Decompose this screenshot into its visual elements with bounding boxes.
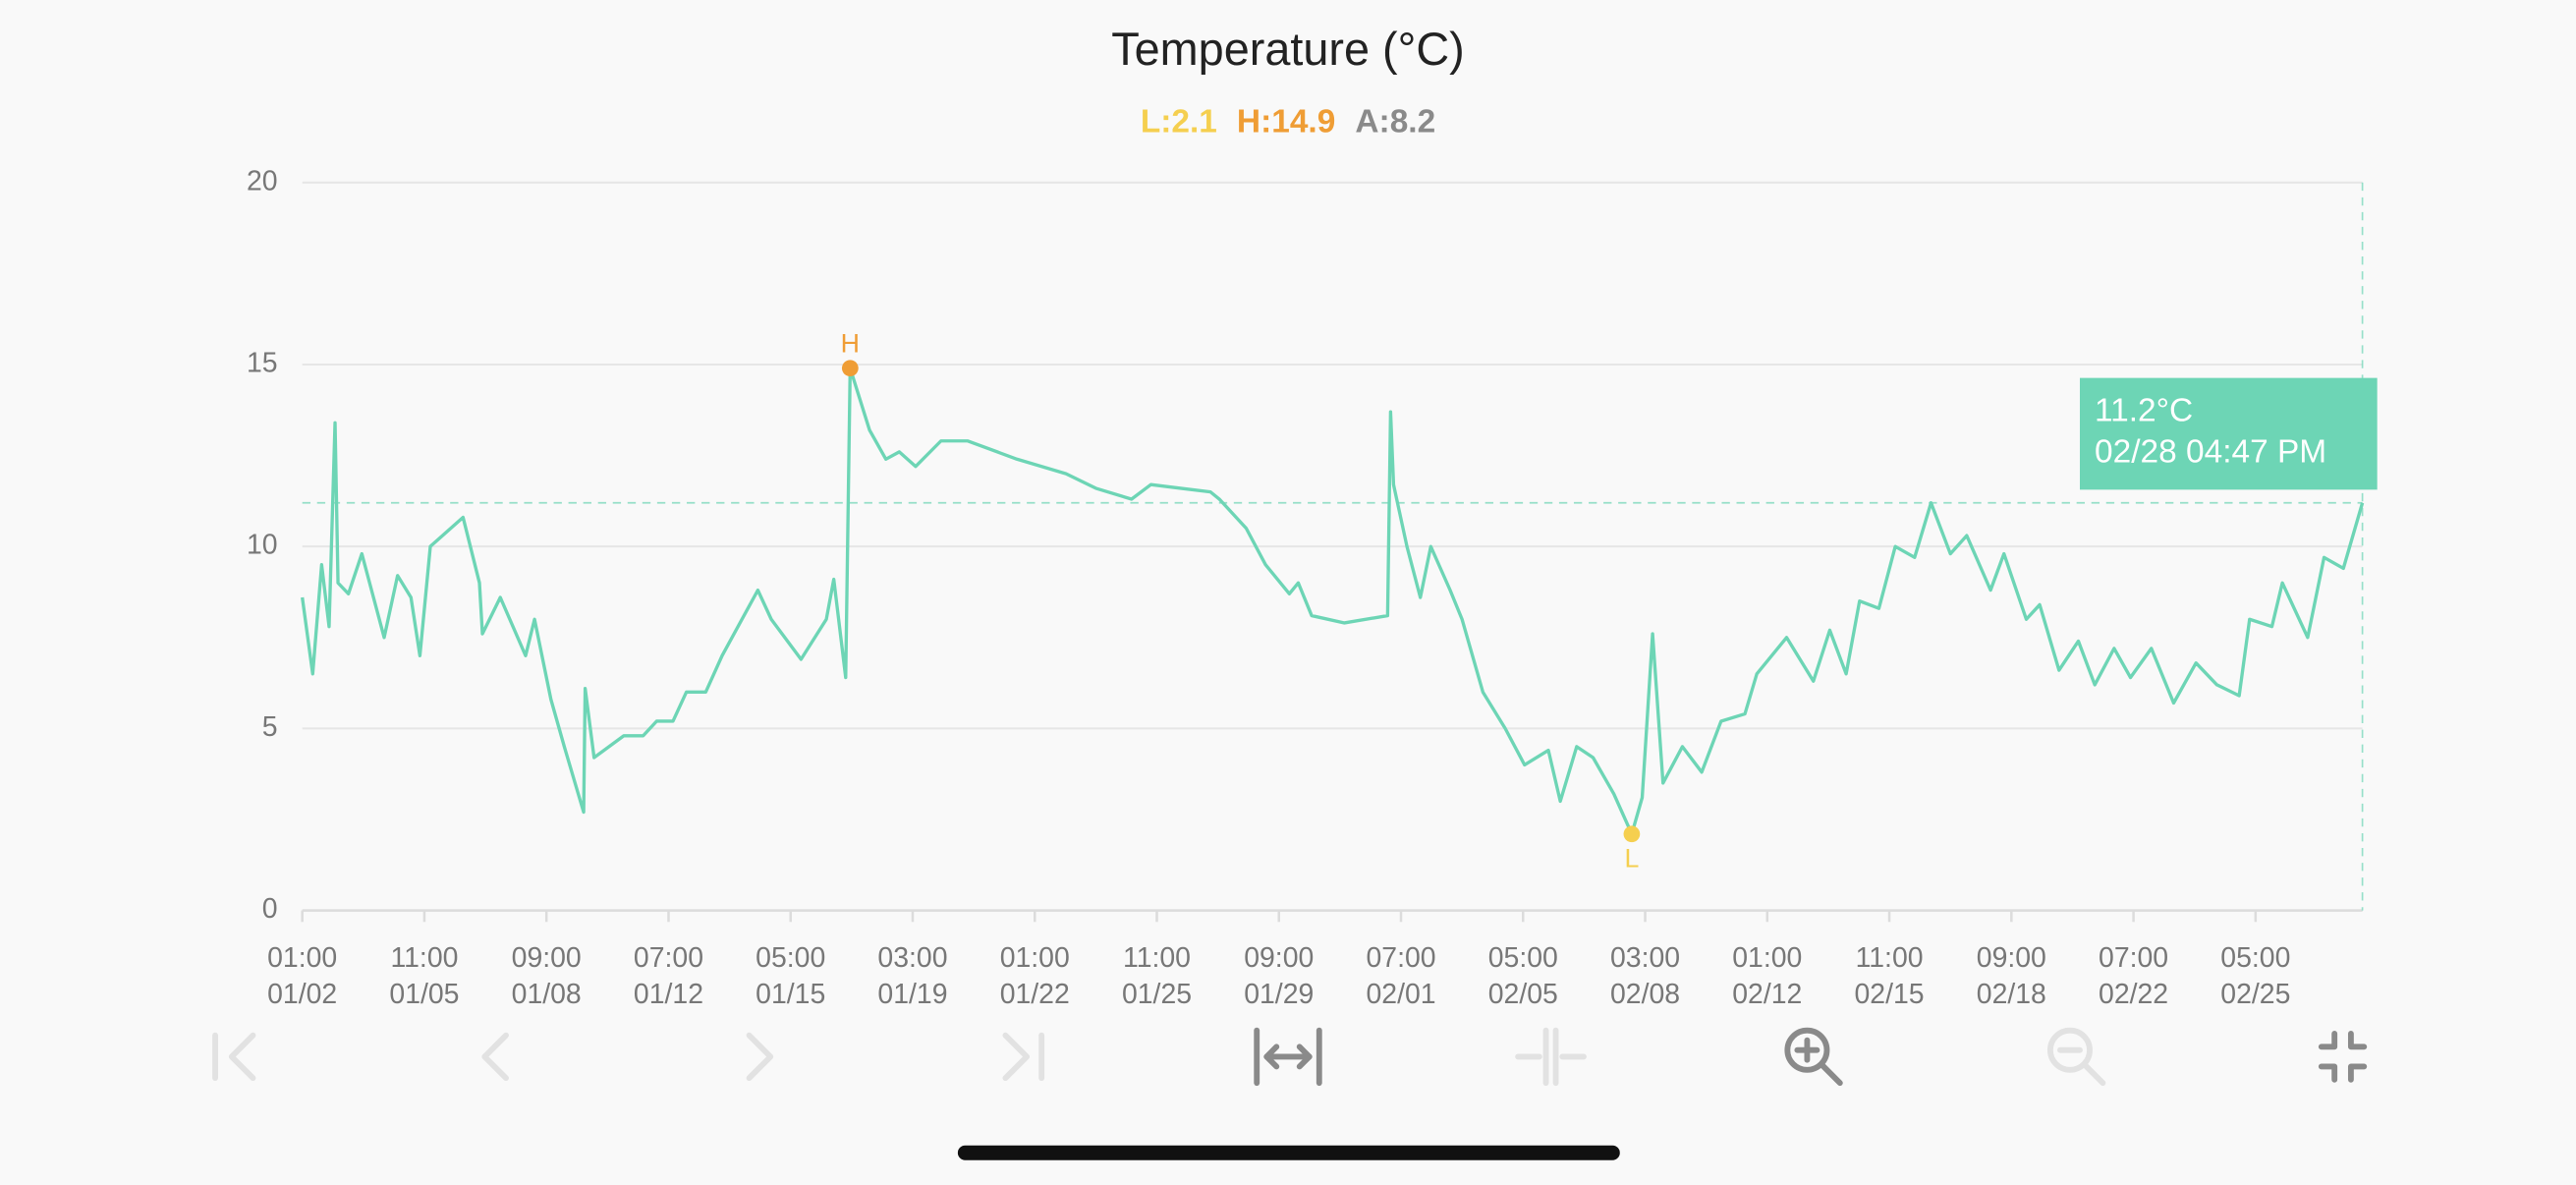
extreme-marker-label: L <box>1624 844 1639 874</box>
x-tick-label: 11:00 <box>1123 942 1191 974</box>
x-tick-label: 01/05 <box>389 979 459 1010</box>
x-tick-label: 01/15 <box>756 979 825 1010</box>
y-tick-label: 0 <box>262 893 278 925</box>
stat-value: 14.9 <box>1271 103 1335 140</box>
x-tick-label: 09:00 <box>1977 942 2046 974</box>
tooltip-time: 02/28 04:47 PM <box>2095 433 2326 470</box>
y-tick-label: 20 <box>247 165 278 197</box>
stat-label: H: <box>1237 103 1271 140</box>
toolbar <box>212 1027 2368 1087</box>
x-tick-label: 05:00 <box>1488 942 1558 974</box>
x-tick-label: 02/22 <box>2099 979 2168 1010</box>
x-tick-label: 11:00 <box>390 942 458 974</box>
x-tick-label: 02/01 <box>1366 979 1435 1010</box>
fit-button[interactable] <box>1254 1027 1322 1087</box>
exit-fullscreen-button[interactable] <box>2318 1031 2368 1083</box>
first-button[interactable] <box>212 1032 256 1082</box>
x-tick-label: 02/18 <box>1977 979 2046 1010</box>
x-tick-label: 01/02 <box>267 979 337 1010</box>
x-tick-label: 02/15 <box>1855 979 1925 1010</box>
extreme-marker-label: H <box>841 328 860 358</box>
x-tick-label: 01/29 <box>1244 979 1314 1010</box>
x-tick-label: 01:00 <box>1000 942 1070 974</box>
tooltip-box <box>2079 377 2378 490</box>
x-tick-label: 05:00 <box>756 942 825 974</box>
x-tick-label: 01:00 <box>267 942 337 974</box>
plot: 0 5 10 15 20 01:00 01/02 11:00 01/05 09:00 01/08 07… <box>247 165 2378 1010</box>
stats: L:2.1 H:14.9 A:8.2 <box>1141 103 1435 140</box>
x-tick-label: 01/22 <box>1000 979 1070 1010</box>
x-tick-label: 03:00 <box>1610 942 1680 974</box>
x-tick-label: 05:00 <box>2220 942 2290 974</box>
x-tick-label: 02/25 <box>2220 979 2290 1010</box>
data-line <box>301 367 2365 836</box>
y-tick-label: 5 <box>262 711 278 743</box>
x-tick-label: 01:00 <box>1732 942 1802 974</box>
zoom-out-button[interactable] <box>2046 1027 2106 1087</box>
x-tick-label: 02/05 <box>1488 979 1558 1010</box>
stat-value: 2.1 <box>1171 103 1216 140</box>
zoom-in-button[interactable] <box>1784 1027 1843 1087</box>
extreme-marker <box>841 360 859 377</box>
chart-title: Temperature (°C) <box>1111 24 1465 75</box>
x-tick-label: 02/12 <box>1732 979 1802 1010</box>
x-tick-label: 01/19 <box>877 979 947 1010</box>
last-button[interactable] <box>1002 1032 1045 1082</box>
tooltip: 11.2°C 02/28 04:47 PM <box>2079 377 2378 490</box>
compress-button[interactable] <box>1515 1027 1587 1087</box>
previous-button[interactable] <box>481 1032 509 1082</box>
y-tick-label: 15 <box>247 347 278 378</box>
stat-label: L: <box>1141 103 1172 140</box>
x-tick-label: 01/25 <box>1122 979 1192 1010</box>
next-button[interactable] <box>746 1032 774 1082</box>
home-indicator <box>957 1145 1620 1160</box>
stat-value: 8.2 <box>1390 103 1435 140</box>
x-tick-label: 02/08 <box>1610 979 1680 1010</box>
extreme-marker <box>1623 825 1641 843</box>
x-tick-label: 07:00 <box>1366 942 1435 974</box>
x-tick-label: 07:00 <box>634 942 703 974</box>
x-tick-label: 09:00 <box>1244 942 1314 974</box>
x-tick-label: 09:00 <box>512 942 582 974</box>
x-tick-label: 11:00 <box>1856 942 1924 974</box>
x-tick-label: 03:00 <box>877 942 947 974</box>
x-tick-label: 07:00 <box>2099 942 2168 974</box>
x-tick-label: 01/12 <box>634 979 703 1010</box>
stat-label: A: <box>1355 103 1389 140</box>
y-tick-label: 10 <box>247 530 278 561</box>
tooltip-value: 11.2°C <box>2095 393 2193 429</box>
x-tick-label: 01/08 <box>512 979 582 1010</box>
